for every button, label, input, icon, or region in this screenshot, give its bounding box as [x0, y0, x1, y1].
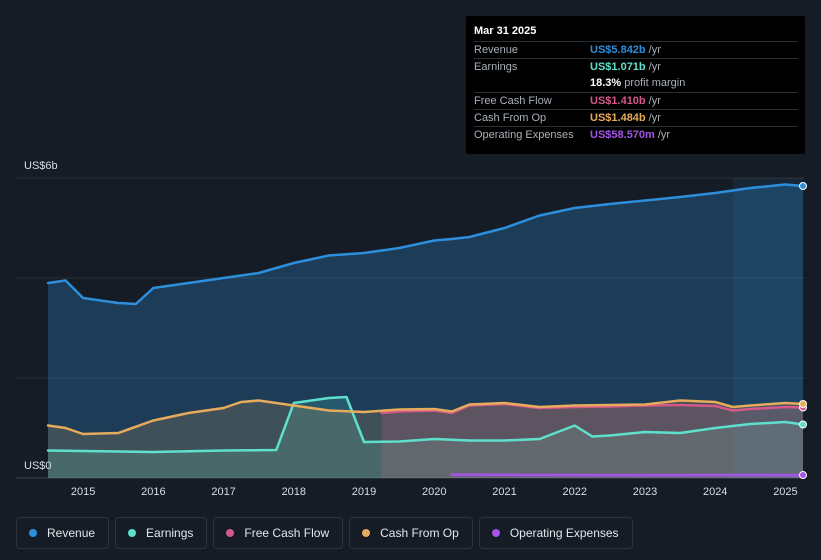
revenue-dot-icon — [29, 529, 37, 537]
series-lines — [46, 183, 805, 477]
tooltip-value: US$58.570m/yr — [590, 129, 671, 141]
legend-item-free-cash-flow[interactable]: Free Cash Flow — [213, 517, 344, 549]
cash-from-op-endpoint — [799, 400, 807, 408]
series-areas — [48, 184, 803, 478]
tooltip-row-profit-margin: 18.3% profit margin — [474, 75, 798, 92]
tooltip-value: US$1.484b/yr — [590, 112, 661, 124]
x-tick-label: 2025 — [773, 486, 797, 498]
tooltip-label: Free Cash Flow — [474, 95, 552, 107]
tooltip-row-operating-expenses: Operating Expenses US$58.570m/yr — [474, 126, 798, 144]
x-tick-label: 2019 — [352, 486, 376, 498]
legend-item-cash-from-op[interactable]: Cash From Op — [349, 517, 473, 549]
revenue-endpoint — [799, 182, 807, 190]
x-tick-label: 2020 — [422, 486, 446, 498]
chart-legend: Revenue Earnings Free Cash Flow Cash Fro… — [16, 517, 633, 549]
tooltip-row-cash-from-op: Cash From Op US$1.484b/yr — [474, 109, 798, 127]
profit-margin: 18.3% profit margin — [590, 77, 686, 89]
x-tick-label: 2024 — [703, 486, 727, 498]
legend-label: Revenue — [47, 526, 96, 540]
earnings-area — [48, 397, 803, 478]
series-endpoints — [799, 182, 807, 480]
data-tooltip: Mar 31 2025 Revenue US$5.842b/yr Earning… — [466, 16, 805, 154]
tooltip-date: Mar 31 2025 — [474, 25, 537, 37]
earnings-endpoint — [799, 420, 807, 429]
tooltip-value: US$5.842b/yr — [590, 44, 661, 56]
revenue-line — [46, 183, 805, 306]
free-cash-flow-area — [381, 404, 803, 478]
x-tick-label: 2023 — [633, 486, 657, 498]
operating-expenses-dot-icon — [491, 529, 500, 537]
legend-label: Free Cash Flow — [244, 526, 330, 540]
tooltip-label: Earnings — [474, 61, 518, 73]
tooltip-label: Revenue — [474, 44, 519, 56]
earnings-line — [46, 395, 805, 454]
tooltip-row-revenue: Revenue US$5.842b/yr — [474, 41, 798, 59]
cash-from-op-dot-icon — [362, 529, 371, 537]
x-tick-label: 2022 — [563, 486, 587, 498]
forecast-shade — [732, 178, 803, 478]
x-axis: 2015 2016 2017 2018 2019 2020 2021 2022 2023 2024… — [71, 486, 798, 498]
tooltip-row-free-cash-flow: Free Cash Flow US$1.410b/yr — [474, 92, 798, 110]
x-tick-label: 2016 — [141, 486, 165, 498]
operating-expenses-endpoint — [799, 471, 807, 480]
y-axis-bottom-label: US$0 — [24, 460, 52, 472]
forecast-highlight — [732, 178, 803, 478]
legend-item-earnings[interactable]: Earnings — [115, 517, 208, 549]
chart-canvas: 2015 2016 2017 2018 2019 2020 2021 2022 2023 2024… — [16, 177, 807, 498]
legend-item-revenue[interactable]: Revenue — [16, 517, 110, 549]
tooltip-label: Cash From Op — [474, 112, 547, 124]
free-cash-flow-dot-icon — [226, 529, 235, 537]
legend-label: Earnings — [146, 526, 194, 540]
free-cash-flow-line — [380, 402, 805, 415]
tooltip-value: US$1.071b/yr — [590, 61, 661, 73]
operating-expenses-line — [450, 473, 805, 477]
legend-label: Operating Expenses — [509, 526, 619, 540]
tooltip-value: US$1.410b/yr — [590, 95, 661, 107]
x-tick-label: 2017 — [211, 486, 235, 498]
earnings-dot-icon — [128, 529, 137, 537]
legend-item-operating-expenses[interactable]: Operating Expenses — [478, 517, 633, 549]
legend-label: Cash From Op — [380, 526, 459, 540]
tooltip-label: Operating Expenses — [474, 129, 574, 141]
grid — [16, 177, 805, 479]
tooltip-row-earnings: Earnings US$1.071b/yr — [474, 58, 798, 76]
cash-from-op-line — [46, 399, 805, 436]
x-tick-label: 2018 — [282, 486, 306, 498]
x-tick-label: 2021 — [492, 486, 516, 498]
y-axis-top-label: US$6b — [24, 160, 58, 172]
x-tick-label: 2015 — [71, 486, 95, 498]
